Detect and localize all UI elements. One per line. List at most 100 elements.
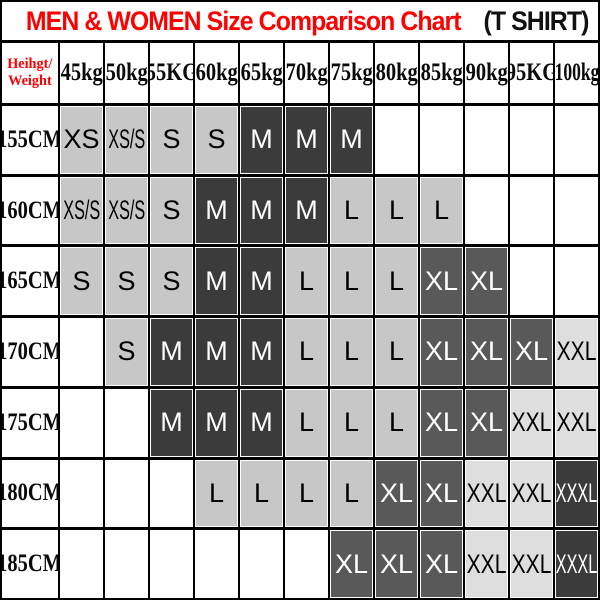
size-cell-fill: M (286, 107, 327, 173)
weight-header-45kg: 45kg (60, 43, 103, 103)
chart-title-main: MEN & WOMEN Size Comparison Chart (25, 5, 462, 36)
size-cell-fill: XL (421, 319, 462, 385)
size-cell-fill: XL (331, 531, 372, 597)
size-cell-l: L (195, 459, 238, 528)
size-cell-s: S (105, 247, 148, 316)
size-cell-xs-s: XS/S (105, 176, 148, 245)
size-cell-xxl: XXL (465, 530, 508, 598)
size-cell-fill: S (196, 107, 237, 173)
size-cell-fill: XXL (511, 531, 552, 597)
size-cell-m: M (285, 106, 328, 174)
size-cell-xl: XL (420, 247, 463, 316)
size-cell-fill: S (151, 107, 192, 173)
size-cell-fill: XXL (511, 389, 552, 456)
size-cell-l: L (285, 459, 328, 528)
size-cell-fill: XXXL (556, 531, 597, 597)
empty-cell (375, 106, 418, 174)
size-cell-fill: XXL (556, 389, 597, 456)
height-label-170cm: 170CM (2, 318, 58, 386)
empty-cell (510, 176, 553, 245)
size-cell-fill: XXL (466, 460, 507, 527)
empty-cell (510, 247, 553, 316)
size-cell-fill: S (106, 248, 147, 315)
size-cell-fill: S (106, 319, 147, 385)
size-cell-l: L (330, 459, 373, 528)
empty-cell (105, 530, 148, 598)
size-cell-fill: XL (466, 389, 507, 456)
size-cell-fill: XS/S (106, 177, 147, 244)
size-cell-m: M (240, 247, 283, 316)
size-cell-fill: XL (421, 531, 462, 597)
weight-header-85kg: 85kg (420, 43, 463, 103)
size-cell-fill: M (151, 319, 192, 385)
size-cell-xxl: XXL (555, 318, 598, 386)
empty-cell (555, 176, 598, 245)
size-cell-l: L (285, 318, 328, 386)
size-cell-fill: M (241, 107, 282, 173)
empty-cell (60, 459, 103, 528)
size-cell-xl: XL (465, 247, 508, 316)
size-cell-s: S (150, 106, 193, 174)
size-cell-fill: XL (511, 319, 552, 385)
size-cell-fill: L (196, 460, 237, 527)
size-cell-m: M (240, 106, 283, 174)
size-cell-xl: XL (330, 530, 373, 598)
size-cell-xs-s: XS/S (60, 176, 103, 245)
size-cell-fill: S (61, 248, 102, 315)
size-cell-fill: L (331, 177, 372, 244)
size-cell-xl: XL (420, 388, 463, 457)
size-cell-l: L (375, 318, 418, 386)
size-cell-l: L (330, 318, 373, 386)
size-cell-fill: XS (61, 107, 102, 173)
height-label-160cm: 160CM (2, 176, 58, 245)
size-cell-xxxl: XXXL (555, 530, 598, 598)
chart-title-suffix: (T SHIRT) (483, 5, 590, 36)
size-cell-fill: XXL (511, 460, 552, 527)
weight-header-50kg: 50kg (105, 43, 148, 103)
weight-header-60kg: 60kg (195, 43, 238, 103)
size-cell-l: L (375, 176, 418, 245)
size-cell-fill: M (241, 319, 282, 385)
size-cell-m: M (285, 176, 328, 245)
size-cell-m: M (195, 318, 238, 386)
weight-header-80kg: 80kg (375, 43, 418, 103)
size-cell-s: S (150, 247, 193, 316)
size-cell-xl: XL (510, 318, 553, 386)
size-cell-fill: M (241, 389, 282, 456)
size-cell-fill: M (196, 248, 237, 315)
size-cell-xxl: XXL (510, 459, 553, 528)
size-cell-m: M (240, 318, 283, 386)
size-cell-s: S (60, 247, 103, 316)
size-cell-l: L (330, 176, 373, 245)
size-cell-fill: S (151, 177, 192, 244)
size-cell-fill: XL (376, 531, 417, 597)
size-cell-fill: M (196, 319, 237, 385)
size-cell-fill: L (241, 460, 282, 527)
size-cell-l: L (375, 388, 418, 457)
empty-cell (105, 388, 148, 457)
size-cell-l: L (375, 247, 418, 316)
size-cell-fill: L (376, 319, 417, 385)
weight-header-70kg: 70kg (285, 43, 328, 103)
size-cell-fill: L (376, 389, 417, 456)
weight-header-55kg: 55KG (150, 43, 193, 103)
empty-cell (195, 530, 238, 598)
weight-header-75kg: 75kg (330, 43, 373, 103)
size-cell-m: M (150, 388, 193, 457)
height-label-155cm: 155CM (2, 106, 58, 174)
size-cell-m: M (330, 106, 373, 174)
size-cell-fill: M (331, 107, 372, 173)
chart-title: MEN & WOMEN Size Comparison Chart (T SHIR… (2, 2, 598, 43)
size-cell-fill: XL (421, 460, 462, 527)
size-cell-xxl: XXL (510, 388, 553, 457)
weight-header-95kg: 95KG (510, 43, 553, 103)
size-cell-m: M (195, 388, 238, 457)
size-cell-m: M (195, 176, 238, 245)
size-cell-xl: XL (465, 388, 508, 457)
size-cell-s: S (150, 176, 193, 245)
size-cell-fill: L (376, 177, 417, 244)
size-grid: Heihgt/ Weight 45kg50kg55KG60kg65kg70kg7… (2, 43, 598, 598)
size-cell-fill: XS/S (61, 177, 102, 244)
empty-cell (60, 318, 103, 386)
